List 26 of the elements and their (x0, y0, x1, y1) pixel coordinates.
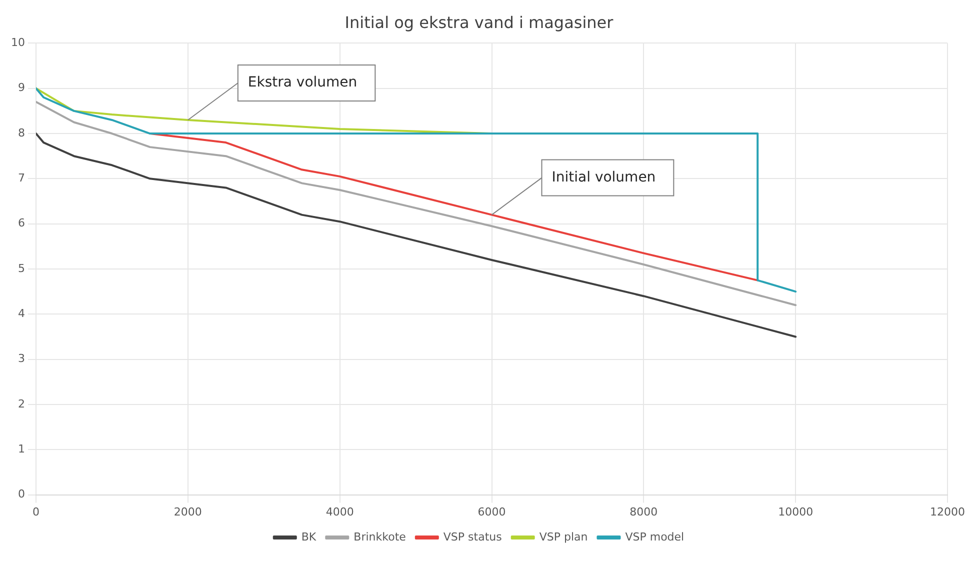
x-tick-label: 10000 (778, 505, 814, 518)
y-tick-label: 8 (18, 126, 25, 140)
y-tick-label: 1 (18, 442, 25, 456)
y-tick-label: 7 (18, 172, 25, 185)
y-tick-label: 10 (10, 36, 25, 50)
y-tick-label: 5 (18, 262, 25, 275)
y-tick-label: 9 (18, 81, 25, 94)
legend-label: Brinkkote (354, 530, 406, 544)
annotation: Initial volumen (552, 169, 656, 186)
legend-label: VSP model (625, 530, 684, 544)
x-tick-label: 12000 (930, 505, 966, 518)
chart-title: Initial og ekstra vand i magasiner (344, 12, 614, 32)
y-tick-label: 2 (18, 397, 25, 410)
annotation: Ekstra volumen (248, 74, 358, 91)
y-tick-label: 4 (18, 307, 25, 320)
x-tick-label: 6000 (478, 505, 506, 518)
y-tick-label: 3 (18, 352, 25, 366)
y-tick-label: 0 (18, 488, 25, 501)
x-tick-label: 4000 (326, 505, 354, 518)
x-tick-label: 2000 (174, 505, 202, 518)
x-tick-label: 8000 (630, 505, 658, 518)
legend-label: VSP plan (539, 530, 588, 544)
legend-label: BK (301, 530, 317, 544)
legend-label: VSP status (443, 530, 502, 544)
y-tick-label: 6 (18, 216, 25, 230)
x-tick-label: 0 (32, 505, 40, 518)
